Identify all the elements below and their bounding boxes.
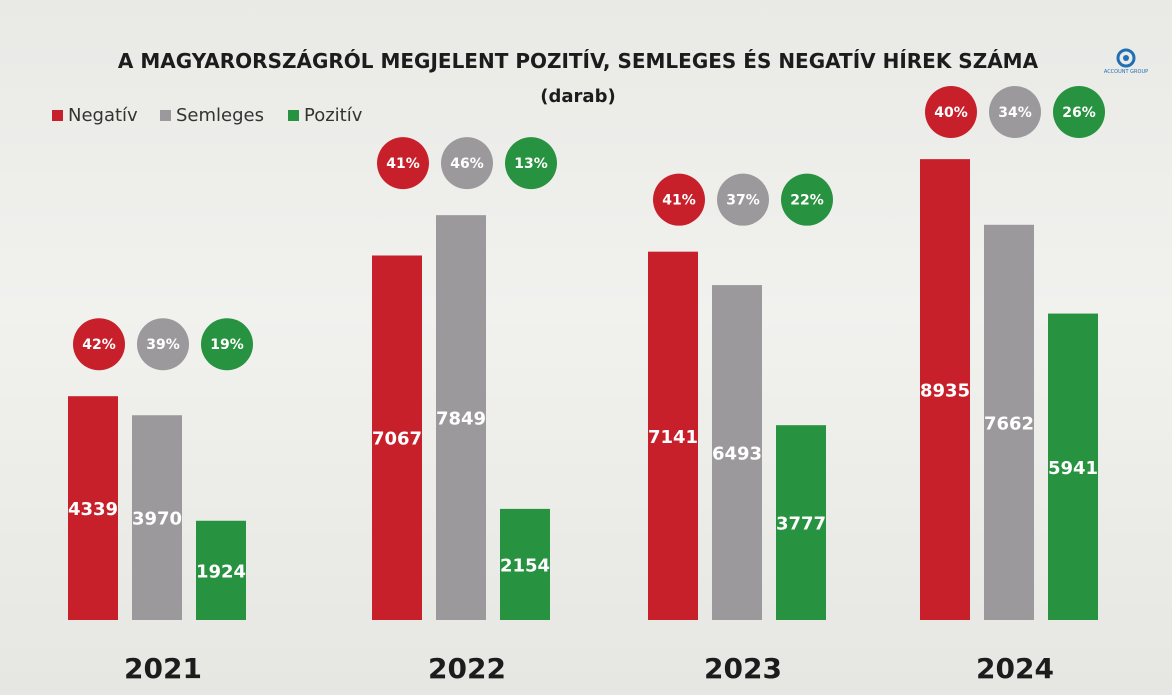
share-label: 37% [726, 193, 760, 209]
bar-value-label: 2154 [500, 555, 550, 576]
bar-negatív-2022 [372, 255, 422, 620]
bar-pozitív-2023 [776, 425, 826, 620]
share-badge [1053, 86, 1105, 138]
share-label: 26% [1062, 105, 1096, 121]
bar-value-label: 7662 [984, 413, 1034, 434]
share-label: 42% [82, 337, 116, 353]
bar-value-label: 1924 [196, 561, 246, 582]
share-badge [201, 318, 253, 371]
bar-value-label: 4339 [68, 499, 118, 520]
legend-swatch-0 [52, 110, 63, 121]
share-badge [73, 318, 125, 371]
bar-negatív-2021 [68, 396, 118, 620]
bar-value-label: 8935 [920, 381, 970, 402]
bar-value-label: 6493 [712, 444, 762, 465]
share-label: 41% [386, 156, 420, 172]
legend-swatch-2 [288, 110, 299, 121]
bar-group-2022: 7067 7849 2154 41% 46% 13% [372, 137, 557, 620]
bar-negatív-2023 [648, 251, 698, 620]
share-label: 19% [210, 337, 244, 353]
share-label: 34% [998, 105, 1032, 121]
share-label: 39% [146, 337, 180, 353]
legend-label-0: Negatív [68, 105, 138, 126]
share-badge [989, 86, 1041, 138]
year-labels: 2021 2022 2023 2024 [124, 652, 1054, 685]
share-label: 40% [934, 105, 968, 121]
bar-semleges-2021 [132, 415, 182, 620]
legend-swatch-1 [160, 110, 171, 121]
bar-value-label: 7141 [648, 427, 698, 448]
bar-pozitív-2024 [1048, 313, 1098, 620]
share-badge [781, 173, 833, 226]
category-label-2021: 2021 [124, 652, 202, 685]
bar-semleges-2022 [436, 215, 486, 620]
legend-label-2: Pozitív [304, 105, 363, 126]
company-logo-dot [1123, 55, 1129, 61]
category-label-2023: 2023 [704, 652, 782, 685]
bar-value-label: 3970 [132, 509, 182, 530]
bar-semleges-2024 [984, 224, 1034, 620]
company-logo-icon [1116, 48, 1136, 68]
bar-group-2021: 4339 3970 1924 42% 39% 19% [68, 318, 253, 620]
share-badge [925, 86, 977, 138]
share-badge [441, 137, 493, 190]
share-label: 13% [514, 156, 548, 172]
share-badge [505, 137, 557, 190]
category-label-2022: 2022 [428, 652, 506, 685]
bar-group-2023: 7141 6493 3777 41% 37% 22% [648, 173, 833, 620]
bar-pozitív-2021 [196, 520, 246, 620]
bar-value-label: 7067 [372, 429, 422, 450]
share-label: 46% [450, 156, 484, 172]
company-logo-text: ACCOUNT GROUP [1104, 69, 1148, 75]
bars: 4339 3970 1924 42% 39% 19% 7067 7849 2154 41% 46% 1… [68, 86, 1105, 621]
category-label-2024: 2024 [976, 652, 1054, 685]
share-badge [137, 318, 189, 371]
share-badge [377, 137, 429, 190]
company-logo: ACCOUNT GROUP [1104, 48, 1148, 75]
chart-subtitle: (darab) [540, 86, 615, 107]
bar-value-label: 5941 [1048, 458, 1098, 479]
bar-semleges-2023 [712, 285, 762, 620]
bar-pozitív-2022 [500, 508, 550, 620]
bar-group-2024: 8935 7662 5941 40% 34% 26% [920, 86, 1105, 621]
share-badge [653, 173, 705, 226]
bar-negatív-2024 [920, 159, 970, 621]
legend-label-1: Semleges [176, 105, 264, 126]
chart-title: A MAGYARORSZÁGRÓL MEGJELENT POZITÍV, SEM… [118, 49, 1039, 73]
share-label: 22% [790, 193, 824, 209]
legend: Negatív Semleges Pozitív [52, 105, 363, 126]
bar-value-label: 7849 [436, 409, 486, 430]
share-badge [717, 173, 769, 226]
share-label: 41% [662, 193, 696, 209]
bar-value-label: 3777 [776, 514, 826, 535]
